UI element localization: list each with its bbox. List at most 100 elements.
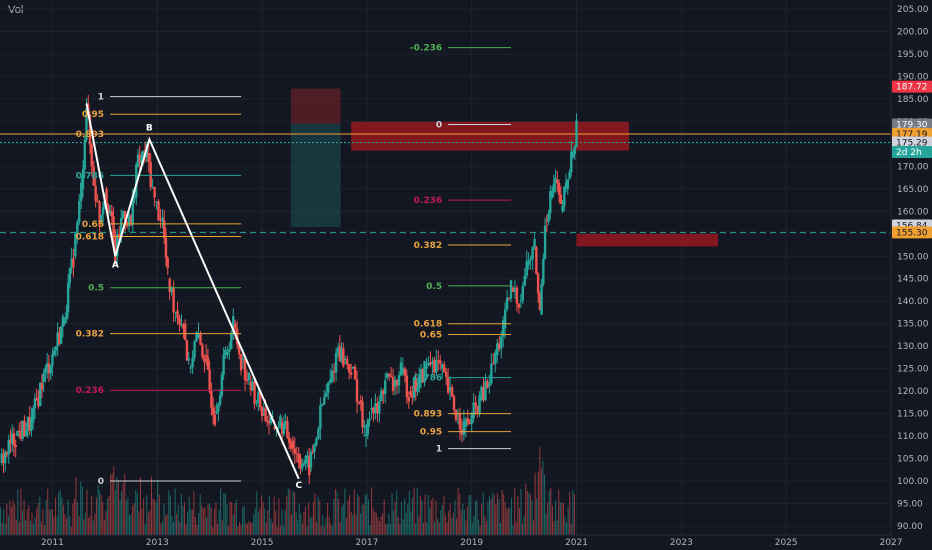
volume-bar xyxy=(111,473,113,535)
volume-bar xyxy=(328,516,330,535)
volume-bar xyxy=(194,517,197,535)
candle-body xyxy=(271,416,274,418)
volume-bar xyxy=(410,511,412,535)
volume-bar xyxy=(468,494,470,535)
candle-body xyxy=(121,211,125,219)
volume-bar xyxy=(377,517,379,535)
candle-body xyxy=(423,361,426,383)
volume-bar xyxy=(485,521,487,535)
candle-body xyxy=(80,182,83,201)
volume-bar xyxy=(454,500,456,535)
candle-body xyxy=(51,354,54,367)
candle-body xyxy=(47,363,51,374)
volume-bar xyxy=(473,515,475,535)
candle-body xyxy=(258,392,262,408)
candle-body xyxy=(540,283,543,315)
candle-body xyxy=(136,154,140,167)
volume-bar xyxy=(105,510,107,535)
volume-bar xyxy=(366,493,368,535)
candle-body xyxy=(299,458,302,469)
price-tick-label: 130.00 xyxy=(897,342,929,352)
candle-body xyxy=(142,150,145,157)
volume-bar xyxy=(385,524,387,535)
volume-bar xyxy=(240,524,242,535)
volume-bar xyxy=(375,512,377,535)
volume-bar xyxy=(50,509,52,535)
candle-body xyxy=(431,361,434,365)
candle-body xyxy=(40,383,44,390)
fibonacci-levels: 10.950.8930.7860.650.6180.50.3820.2360-0… xyxy=(76,44,512,487)
volume-bar xyxy=(427,494,429,535)
volume-bar xyxy=(369,525,371,535)
candle-body xyxy=(90,144,93,167)
volume-bar xyxy=(108,495,110,535)
volume-bar xyxy=(320,526,322,535)
chart-zones xyxy=(290,88,719,247)
candle-body xyxy=(153,186,156,198)
candle-body xyxy=(573,146,576,155)
candle-body xyxy=(260,407,264,417)
volume-bar xyxy=(555,500,557,535)
fib-level-label: 0.95 xyxy=(82,110,104,120)
volume-bar xyxy=(430,499,432,535)
candle-body xyxy=(61,316,65,327)
volume-bar xyxy=(36,508,38,535)
volume-bar xyxy=(168,490,170,535)
volume-bar xyxy=(144,524,146,535)
volume-bar xyxy=(481,503,483,535)
candle-body xyxy=(19,431,23,439)
volume-bar xyxy=(342,503,344,535)
candle-body xyxy=(31,408,35,423)
volume-bar xyxy=(242,507,244,535)
candle-body xyxy=(559,194,563,205)
candle-body xyxy=(458,413,462,430)
candle-body xyxy=(525,261,528,276)
volume-bar xyxy=(393,510,395,535)
price-tick-label: 105.00 xyxy=(897,455,929,465)
candle-body xyxy=(163,220,166,239)
volume-bar xyxy=(407,503,409,535)
volume-bar xyxy=(460,510,462,535)
chart-grid xyxy=(0,0,892,535)
candle-body xyxy=(435,360,438,373)
volume-bar xyxy=(547,502,549,535)
volume-bar xyxy=(232,515,234,535)
price-badge-label: 177.19 xyxy=(896,130,928,140)
volume-bar xyxy=(551,505,553,535)
fib-level-label: 0.893 xyxy=(76,130,104,140)
price-badge xyxy=(892,226,932,239)
candle-body xyxy=(289,442,293,449)
volume-bar xyxy=(463,509,465,535)
candle-body xyxy=(131,198,134,225)
volume-bar xyxy=(501,490,503,535)
candle-body xyxy=(264,408,267,421)
candle-body xyxy=(407,397,411,402)
volume-bar xyxy=(39,496,41,535)
volume-bar xyxy=(522,523,524,535)
volume-bar xyxy=(495,504,497,535)
volume-bar xyxy=(300,513,302,535)
candle-body xyxy=(536,273,540,294)
volume-bar xyxy=(73,498,75,535)
candle-body xyxy=(403,368,407,376)
volume-bar xyxy=(312,501,314,535)
fib-level-label: 0.5 xyxy=(426,282,442,292)
volume-bar xyxy=(569,491,571,535)
volume-bar xyxy=(308,502,310,535)
volume-bar xyxy=(147,512,149,535)
candle-body xyxy=(563,186,566,207)
candle-body xyxy=(243,358,247,381)
candle-body xyxy=(466,418,469,423)
candle-body xyxy=(441,364,444,369)
volume-bar xyxy=(110,474,112,535)
volume-bar xyxy=(363,504,365,535)
volume-bar xyxy=(205,517,208,535)
candle-body xyxy=(488,383,491,387)
candle-body xyxy=(302,463,306,465)
price-badge xyxy=(892,118,932,131)
volume-bar xyxy=(504,502,506,535)
candle-body xyxy=(384,380,387,395)
price-tick-label: 95.00 xyxy=(897,500,923,510)
candle-body xyxy=(100,214,103,221)
